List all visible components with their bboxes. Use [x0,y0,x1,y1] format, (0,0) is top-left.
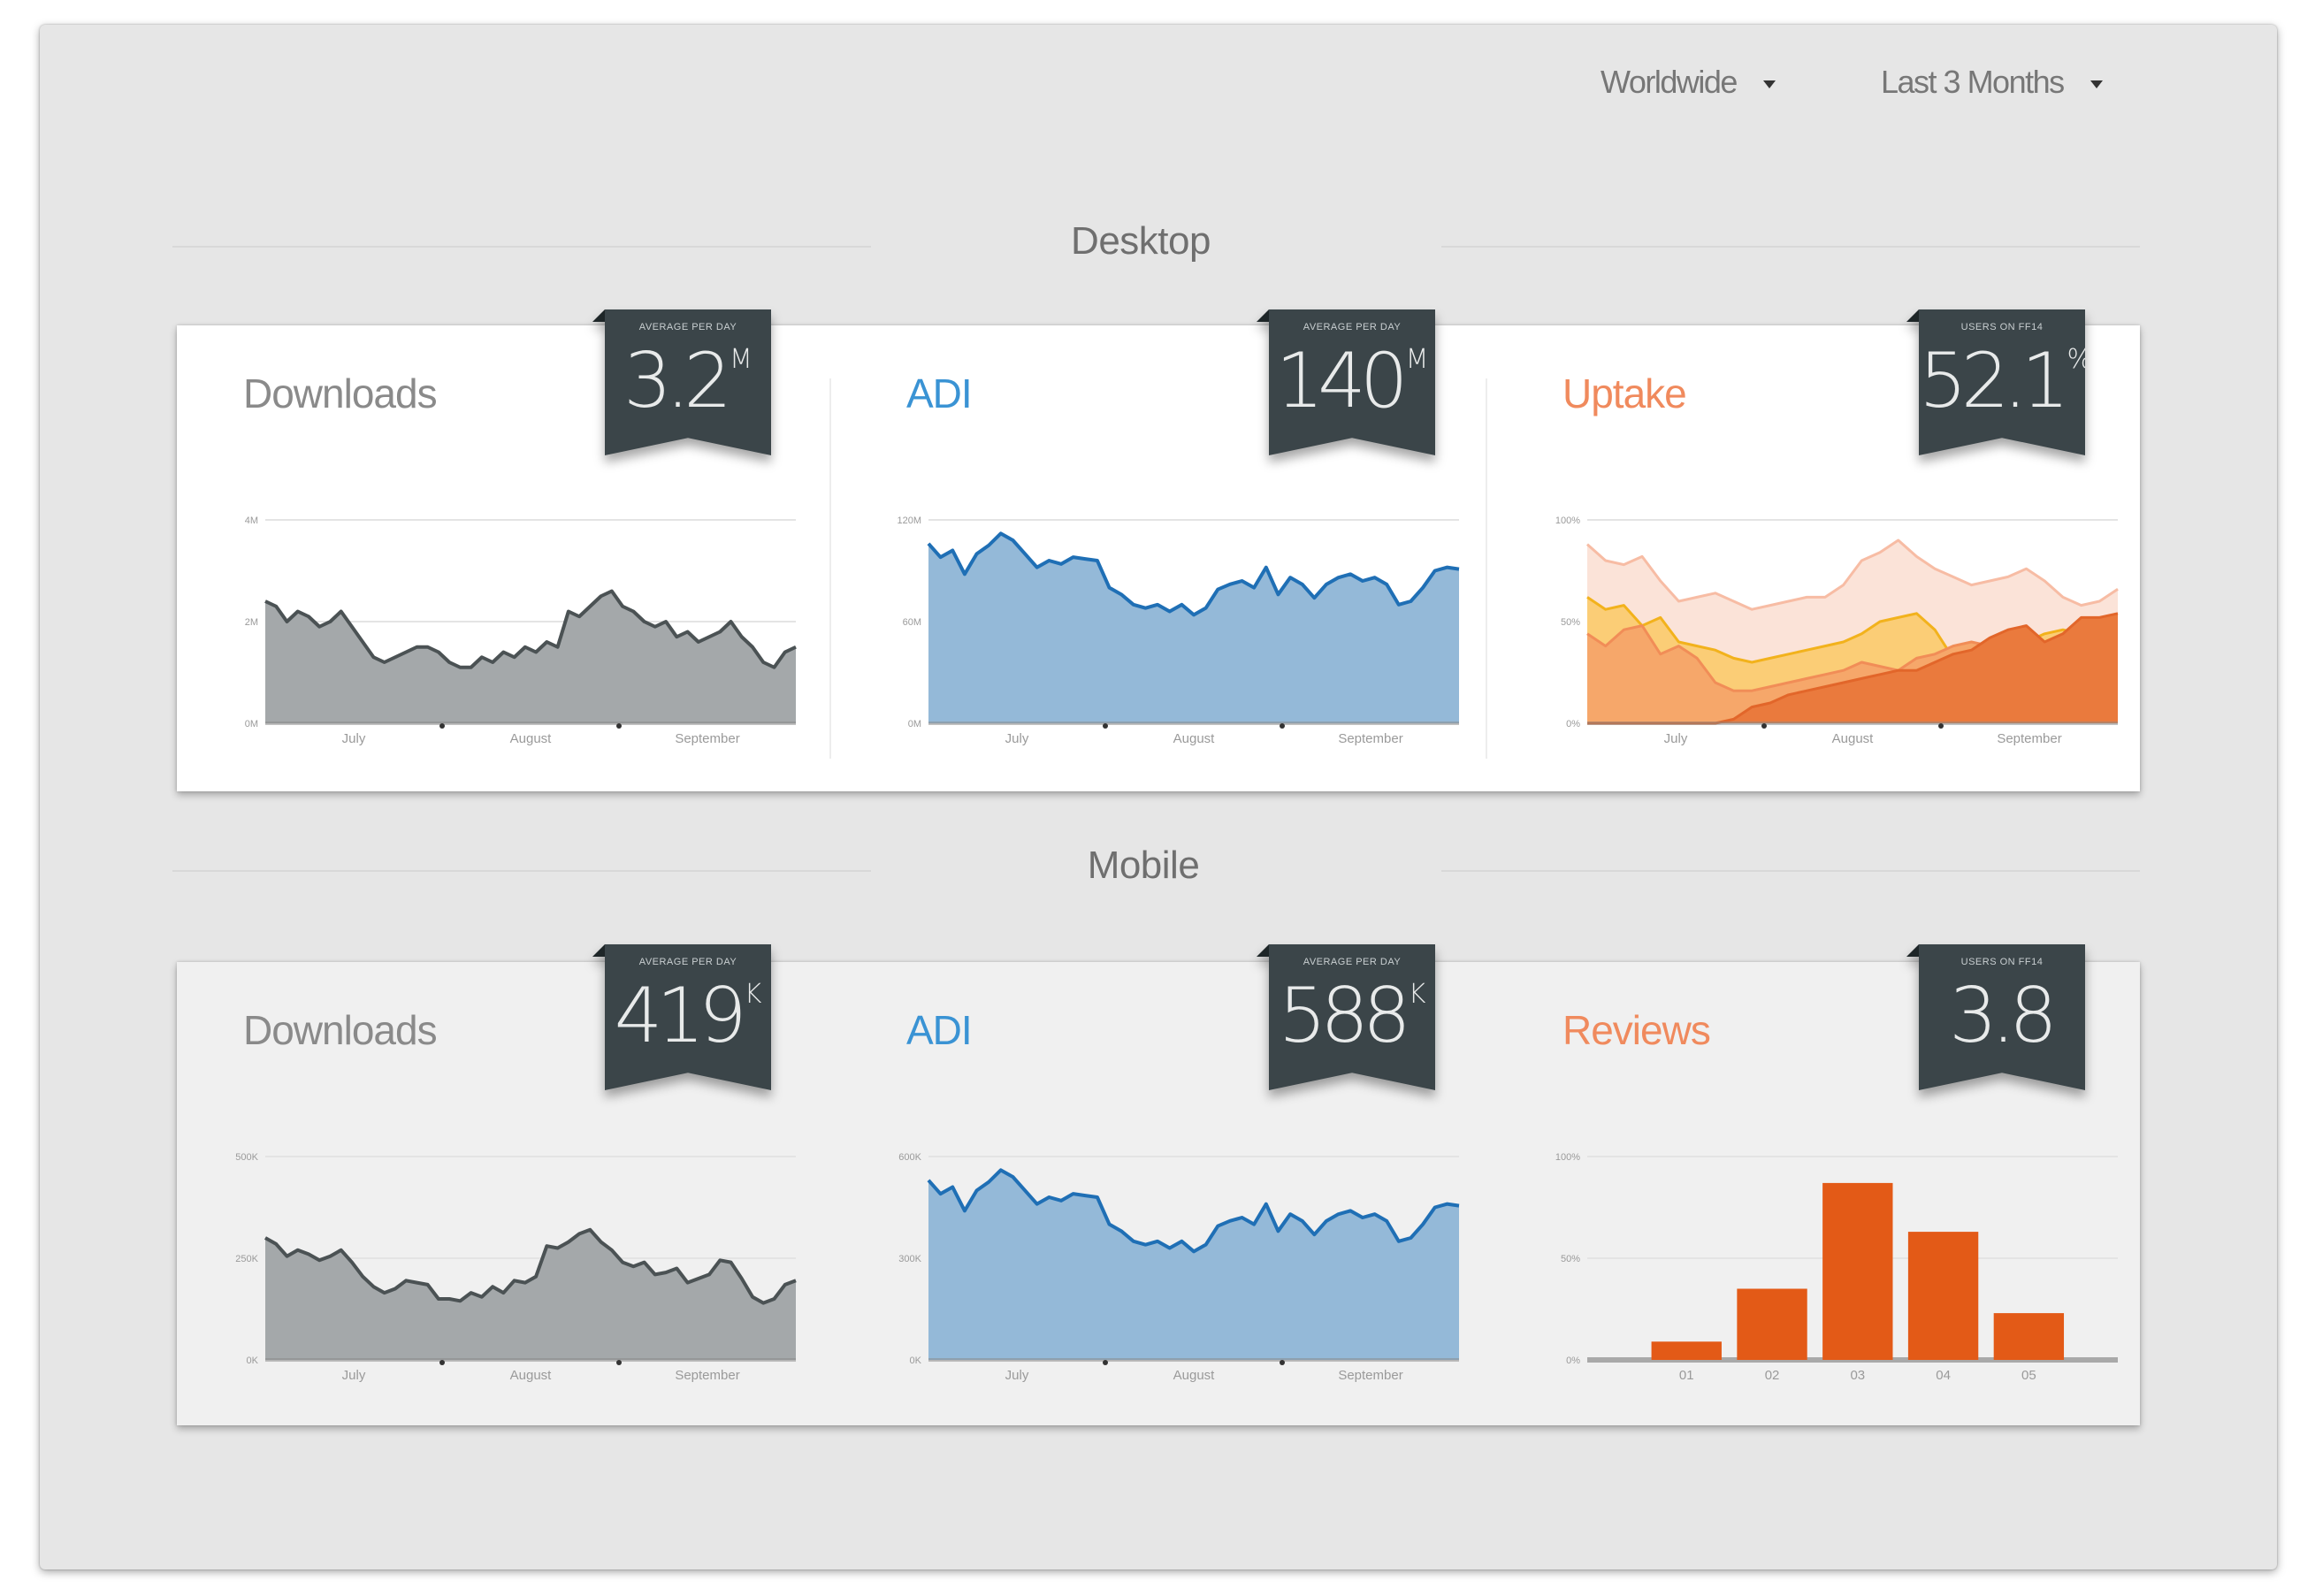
svg-text:0%: 0% [1566,719,1580,729]
desktop-card: Downloads ADI Uptake 0M 2M 4M July August Sep… [177,325,2140,791]
ribbon-fold-icon [1906,309,1919,322]
svg-text:July: July [342,731,366,746]
badge-label: Users on FF14 [1960,322,2044,332]
column-divider [829,378,831,759]
column-divider [1486,378,1487,759]
desktop-uptake-title: Uptake [1562,370,1687,416]
svg-text:250K: 250K [235,1254,258,1264]
svg-text:September: September [675,1368,739,1383]
desktop-adi-chart: 0M 60M 120M July August September [884,515,1468,754]
ribbon-fold-icon [1906,944,1919,957]
badge-label: Average per day [1303,957,1402,967]
svg-text:0K: 0K [910,1355,922,1366]
svg-text:0K: 0K [247,1355,259,1366]
mobile-reviews-title: Reviews [1562,1007,1711,1053]
svg-text:0M: 0M [245,719,258,729]
svg-text:0M: 0M [908,719,921,729]
svg-text:01: 01 [1679,1368,1694,1383]
desktop-downloads-chart: 0M 2M 4M July August September [221,515,805,754]
badge-label: Average per day [638,957,737,967]
section-title-desktop: Desktop [1071,219,1211,263]
section-divider [172,246,871,248]
svg-text:4M: 4M [245,515,258,526]
svg-text:July: July [1664,731,1688,746]
mobile-adi-chart: 0K 300K 600K July August September [884,1152,1468,1391]
svg-text:02: 02 [1765,1368,1780,1383]
svg-text:August: August [510,1368,553,1383]
svg-text:July: July [1005,731,1029,746]
section-divider [172,870,871,872]
svg-text:August: August [510,731,553,746]
svg-text:05: 05 [2021,1368,2036,1383]
svg-text:September: September [675,731,739,746]
region-dropdown-label: Worldwide [1601,64,1738,100]
svg-text:0%: 0% [1566,1355,1580,1366]
period-dropdown[interactable]: Last 3 Months [1881,64,2103,101]
svg-text:July: July [342,1368,366,1383]
period-dropdown-label: Last 3 Months [1881,64,2065,100]
mobile-reviews-chart: 0% 50% 100% 01 02 03 04 05 [1543,1152,2127,1391]
badge-value: 52.1% [1919,337,2092,425]
svg-text:August: August [1173,731,1216,746]
svg-text:September: September [1338,731,1402,746]
badge-value: 588 K [1278,972,1426,1060]
desktop-uptake-chart: 0% 50% 100% July August September [1543,515,2127,754]
svg-text:September: September [1997,731,2061,746]
desktop-downloads-title: Downloads [243,370,438,416]
mobile-downloads-title: Downloads [243,1007,438,1053]
ribbon-fold-icon [1257,944,1269,957]
caret-down-icon [1762,80,1776,88]
svg-text:July: July [1005,1368,1029,1383]
svg-text:50%: 50% [1561,1254,1580,1264]
svg-text:50%: 50% [1561,617,1580,628]
svg-text:120M: 120M [897,515,921,526]
mobile-adi-title: ADI [906,1007,973,1053]
caret-down-icon [2090,80,2103,88]
svg-text:600K: 600K [898,1152,921,1163]
badge-label: Users on FF14 [1960,957,2044,967]
badge-value: 419 K [614,972,762,1060]
badge-label: Average per day [638,322,737,332]
svg-text:60M: 60M [903,617,921,628]
badge-label: Average per day [1303,322,1402,332]
svg-text:500K: 500K [235,1152,258,1163]
svg-text:100%: 100% [1555,515,1580,526]
section-title-mobile: Mobile [1087,844,1200,887]
svg-text:September: September [1338,1368,1402,1383]
svg-text:August: August [1173,1368,1216,1383]
mobile-downloads-chart: 0K 250K 500K July August September [221,1152,805,1391]
svg-text:03: 03 [1850,1368,1865,1383]
mobile-card: Downloads ADI Reviews 0K 250K 500K July Augu… [177,962,2140,1425]
svg-text:04: 04 [1936,1368,1951,1383]
svg-text:100%: 100% [1555,1152,1580,1163]
badge-value: 140 M [1275,337,1429,425]
svg-text:300K: 300K [898,1254,921,1264]
section-divider [1441,870,2140,872]
region-dropdown[interactable]: Worldwide [1601,64,1776,101]
badge-value: 3.2 M [623,337,753,425]
badge-value: 3.8 [1949,972,2058,1060]
svg-text:2M: 2M [245,617,258,628]
ribbon-fold-icon [592,309,605,322]
ribbon-fold-icon [592,944,605,957]
desktop-adi-title: ADI [906,370,973,416]
section-divider [1441,246,2140,248]
svg-text:August: August [1832,731,1875,746]
ribbon-fold-icon [1257,309,1269,322]
